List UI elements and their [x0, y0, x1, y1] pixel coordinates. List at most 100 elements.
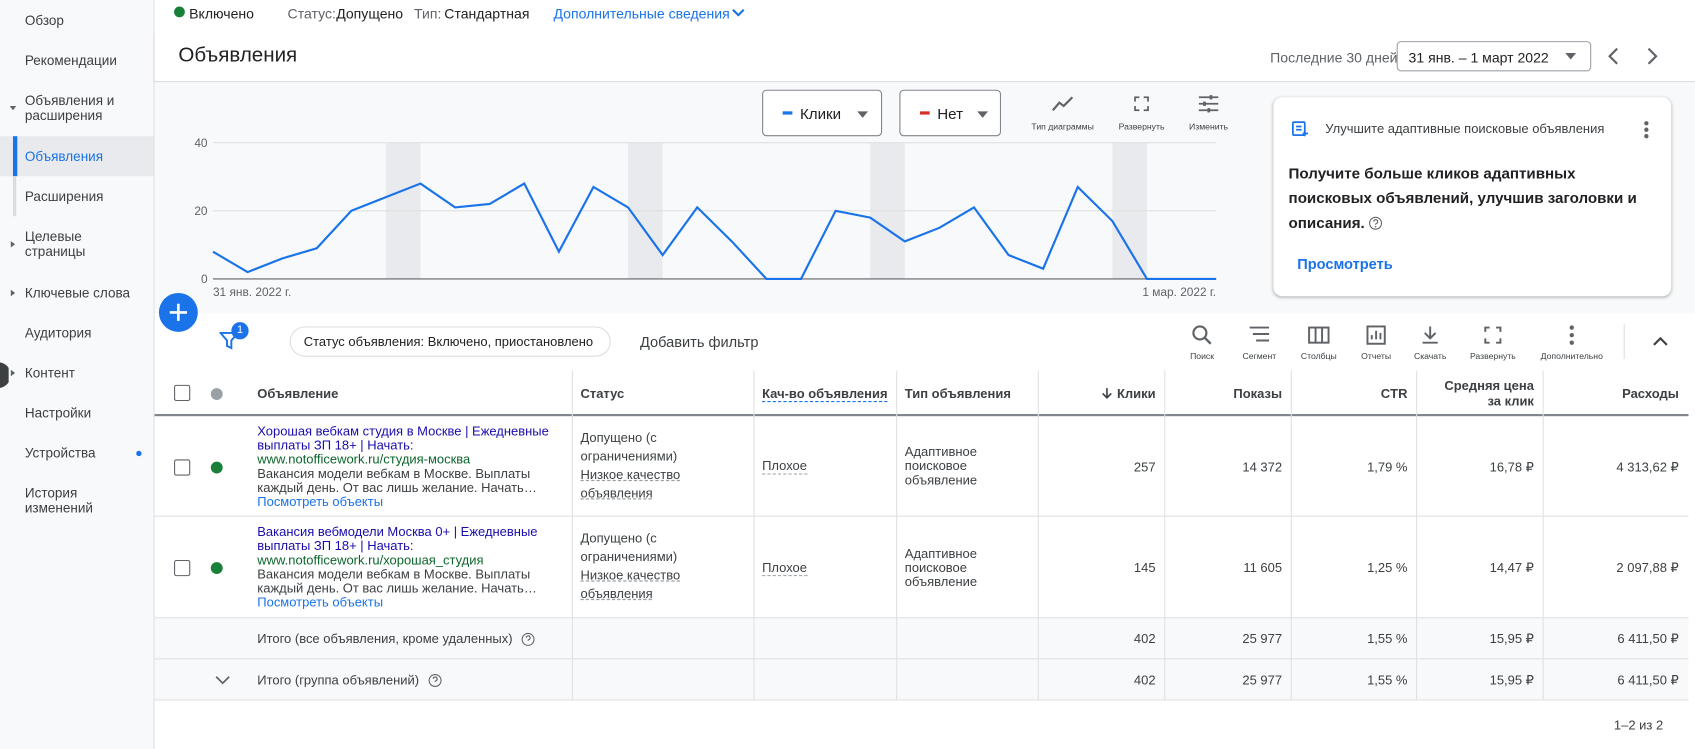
checkbox[interactable] [174, 384, 191, 402]
total-value: 25 977 [1242, 631, 1283, 647]
toolbar-button[interactable]: Скачать [1392, 320, 1468, 365]
metric1-select[interactable]: Клики [762, 89, 883, 137]
column-header[interactable]: Кач-во объявления [762, 385, 888, 402]
icon-part [1192, 325, 1208, 341]
toolbar-label: Столбцы [1300, 351, 1337, 362]
next-period[interactable] [1643, 45, 1662, 67]
table-cell: 257 [1038, 416, 1164, 517]
ad-headline[interactable]: Хорошая вебкам студия в Москве | Ежеднев… [257, 423, 549, 453]
table-cell: Допущено (с ограничениями) Низкое качеств… [572, 416, 754, 517]
table-cell: 15,95 ₽ [1416, 659, 1542, 700]
add-filter[interactable]: Добавить фильтр [639, 334, 759, 351]
nav-item[interactable]: Обзор [0, 0, 154, 40]
nav-item[interactable]: Объявления и расширения [0, 80, 154, 136]
type-value: Стандартная [444, 5, 530, 22]
more-details[interactable]: Дополнительные сведения [553, 5, 730, 22]
toolbar-button[interactable]: Дополнительно [1534, 320, 1610, 365]
total-row-bg [154, 659, 1689, 701]
type-label: Тип: [414, 5, 442, 22]
nav-label: Объявления и расширения [24, 92, 115, 124]
card-icon [1292, 121, 1309, 137]
filter-chip[interactable]: Статус объявления: Включено, приостановл… [289, 326, 611, 357]
prev-period[interactable] [1603, 45, 1622, 67]
ads-table: Объявление Статус Кач-во объявления Тип объ… [154, 370, 1689, 702]
expand-chevron[interactable] [214, 673, 231, 686]
column-header[interactable]: CTR [1380, 385, 1408, 402]
help-mark [525, 634, 531, 641]
chart-type-button[interactable]: Тип диаграммы [1025, 93, 1101, 136]
metric-value: 2 097,88 ₽ [1616, 559, 1679, 576]
checkbox[interactable] [174, 559, 191, 577]
nav-item[interactable]: Контент [0, 352, 154, 392]
column-header[interactable]: Показы [1233, 385, 1283, 402]
sidebar: Обзор Рекомендации Объявления и расширения… [0, 0, 155, 749]
nav-item[interactable]: Устройства [0, 432, 154, 472]
nav-item[interactable]: Настройки [0, 392, 154, 432]
icon-part [1569, 325, 1574, 330]
card-menu[interactable] [1643, 120, 1649, 139]
edit-label: Изменить [1189, 122, 1229, 132]
help-icon [428, 673, 442, 687]
column-header[interactable]: Объявление [257, 385, 339, 402]
table-cell: 11 605 [1164, 517, 1290, 619]
total-value: 6 411,50 ₽ [1617, 631, 1679, 647]
ad-headline[interactable]: Вакансия вебмодели Москва 0+ | Ежедневны… [257, 524, 538, 554]
icon-part [1484, 326, 1502, 344]
table-cell: 1,79 % [1291, 416, 1416, 517]
total-label: Итого (все объявления, кроме удаленных) [257, 631, 513, 647]
nav-item[interactable]: Расширения [0, 176, 154, 217]
nav-item[interactable]: История изменений [0, 472, 154, 528]
nav-item[interactable]: Объявления [0, 136, 154, 177]
column-header[interactable]: Клики [1116, 385, 1156, 402]
pagination: 1–2 из 2 [1613, 717, 1664, 733]
status-label: Статус: [287, 5, 336, 22]
col-border [1542, 370, 1544, 701]
table-cell: Плохое [753, 416, 896, 517]
table-cell: Адаптивное поисковое объявление [896, 416, 1038, 517]
total-value: 402 [1133, 672, 1156, 688]
edit-button[interactable]: Изменить [1182, 93, 1236, 136]
icon-part [1569, 332, 1574, 338]
toolbar-button[interactable]: Отчеты [1338, 320, 1414, 365]
collapse-button[interactable] [1652, 334, 1669, 347]
table-cell: Тип объявления [896, 371, 1038, 416]
ad-link[interactable]: Посмотреть объекты [257, 494, 384, 510]
nav-item[interactable]: Аудитория [0, 312, 154, 352]
table-cell: 14 372 [1164, 416, 1290, 517]
metric-value: 16,78 ₽ [1489, 458, 1534, 475]
row-border [154, 617, 1689, 619]
column-header[interactable]: Средняя цена за клик [1444, 378, 1534, 409]
column-header[interactable]: Расходы [1622, 385, 1679, 402]
ad-link[interactable]: Посмотреть объекты [257, 594, 384, 610]
column-header[interactable]: Статус [580, 385, 625, 402]
metric2-swatch [919, 111, 930, 115]
metric-value: 4 313,62 ₽ [1616, 458, 1679, 475]
toolbar-button[interactable]: Развернуть [1455, 320, 1531, 365]
ad-url: www.notofficework.ru/хорошая_студия [257, 552, 484, 568]
expand-button[interactable]: Развернуть [1115, 93, 1169, 136]
column-header[interactable]: Тип объявления [904, 385, 1011, 402]
table-cell: 2 097,88 ₽ [1543, 517, 1688, 619]
caret [9, 105, 17, 111]
toolbar-button[interactable]: Поиск [1164, 320, 1240, 365]
toolbar-button[interactable]: Сегмент [1222, 320, 1298, 365]
row-border [154, 699, 1689, 701]
metric2-select[interactable]: Нет [899, 89, 1002, 137]
icon-part [1203, 336, 1212, 345]
toolbar-icon [1569, 325, 1574, 345]
date-picker[interactable]: 31 янв. – 1 март 2022 [1396, 41, 1592, 72]
col-border [1164, 370, 1166, 701]
nav-dot [136, 450, 142, 456]
nav-label: Ключевые слова [24, 284, 131, 300]
caret [10, 289, 16, 296]
series-line [212, 182, 1217, 280]
nav-item[interactable]: Целевые страницы [0, 216, 154, 272]
nav-item[interactable]: Рекомендации [0, 40, 154, 80]
nav-indicator [12, 136, 18, 177]
toolbar-button[interactable]: Столбцы [1281, 320, 1357, 365]
checkbox[interactable] [174, 459, 191, 476]
chart: 0 20 40 31 янв. 2022 г. 1 мар. 2022 г. [194, 136, 1217, 299]
nav-item[interactable]: Ключевые слова [0, 272, 154, 312]
card-link[interactable]: Просмотреть [1297, 256, 1393, 273]
add-button[interactable] [158, 292, 199, 333]
